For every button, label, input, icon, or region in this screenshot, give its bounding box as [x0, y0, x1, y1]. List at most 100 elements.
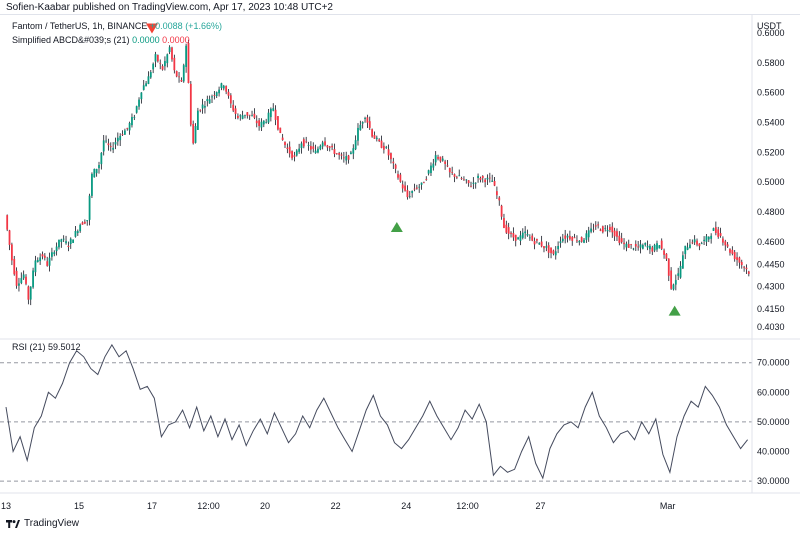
candle [168, 45, 171, 55]
candle-body [531, 235, 534, 241]
candle-body [309, 146, 312, 150]
candle [237, 113, 239, 120]
candle-body [380, 140, 383, 148]
candle-body [434, 155, 437, 163]
candle [486, 174, 489, 185]
candle-body [123, 130, 126, 135]
candle [368, 116, 371, 130]
candle-body [274, 109, 277, 120]
candle [239, 114, 242, 121]
candle-body [594, 225, 597, 227]
candle [500, 204, 503, 220]
candle-body [745, 267, 748, 270]
candle [691, 239, 694, 245]
candle-body [620, 238, 623, 243]
candle [375, 135, 378, 142]
candle-body [700, 243, 703, 245]
candle-body [335, 153, 338, 155]
candle-body [314, 150, 317, 154]
candle-body [324, 141, 326, 146]
candle-body [477, 175, 479, 179]
candle-body [500, 205, 503, 217]
candle [397, 170, 399, 180]
candle-body [185, 45, 188, 67]
candle-body [371, 129, 374, 137]
candle [587, 226, 590, 242]
candle [100, 152, 103, 170]
candle [121, 130, 124, 137]
candle [164, 56, 166, 71]
candle [62, 235, 65, 243]
candle-body [667, 258, 670, 276]
candle [547, 242, 550, 259]
candle-body [573, 237, 576, 239]
time-tick-label: 22 [331, 501, 341, 511]
candle-body [41, 254, 44, 257]
candle [651, 245, 654, 256]
candle [102, 135, 105, 156]
candle [404, 181, 406, 192]
candle [359, 120, 362, 131]
rsi-tick-label: 40.0000 [757, 447, 790, 457]
bullish-signal-marker [390, 222, 403, 233]
candle-body [326, 145, 329, 148]
candle [201, 98, 204, 114]
candle [281, 133, 284, 141]
candle-body [116, 137, 119, 142]
candle [286, 143, 289, 154]
candle [159, 59, 162, 70]
candle-body [354, 140, 357, 150]
candle [689, 239, 691, 249]
candle-body [641, 245, 644, 249]
candle [46, 256, 49, 267]
candle [20, 272, 23, 285]
candle-body [98, 165, 100, 169]
candle [364, 116, 366, 123]
candle-body [338, 153, 341, 155]
candle-body [493, 180, 496, 186]
candle-body [102, 140, 105, 152]
candle [722, 236, 724, 246]
candle-body [740, 261, 743, 266]
candle-body [559, 241, 562, 244]
candle-body [258, 120, 261, 127]
candle-body [507, 227, 510, 234]
candle-body [689, 244, 691, 249]
candle [568, 230, 571, 241]
candle [149, 70, 152, 79]
candle-body [415, 187, 418, 189]
candle [616, 228, 618, 242]
candle-body [554, 251, 557, 256]
candle-body [564, 235, 567, 239]
candle [116, 132, 119, 146]
candle-body [76, 231, 79, 234]
time-tick-label: 13 [1, 501, 11, 511]
candle [305, 136, 308, 144]
candle-body [484, 179, 487, 183]
candle [714, 221, 717, 236]
candle-body [460, 178, 463, 180]
candle-body [399, 174, 402, 182]
price-tick-label: 0.4300 [757, 282, 785, 292]
candle-body [510, 232, 512, 234]
candle [434, 151, 437, 166]
chart-svg[interactable]: 0.6000 0.5800 0.5600 0.5400 0.5200 0.5000 0.48… [0, 15, 800, 525]
candle [373, 131, 376, 139]
candle-body [538, 242, 541, 245]
candle [484, 178, 487, 188]
rsi-legend: RSI (21) 59.5012 [12, 342, 81, 352]
candle-body [498, 197, 501, 201]
candle [295, 149, 298, 157]
candle [399, 172, 402, 183]
candle [479, 176, 482, 183]
candle [128, 121, 131, 135]
candle-body [644, 243, 647, 245]
candle [342, 151, 345, 163]
candle-body [521, 232, 524, 238]
candle [415, 184, 418, 190]
candle-body [126, 127, 129, 129]
candle [385, 145, 388, 149]
candle [51, 247, 53, 261]
candle-body [189, 83, 192, 125]
candle-body [347, 155, 350, 160]
